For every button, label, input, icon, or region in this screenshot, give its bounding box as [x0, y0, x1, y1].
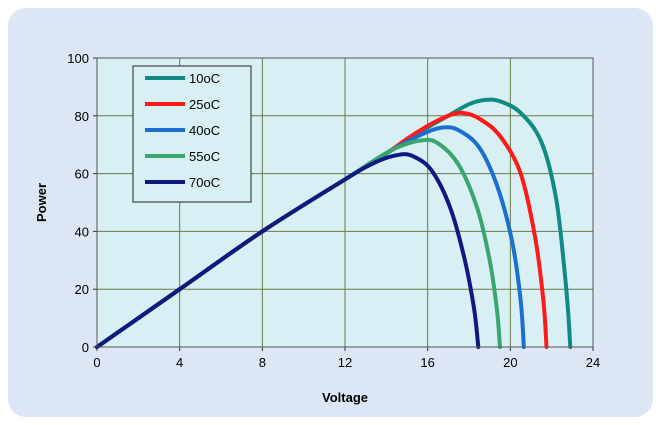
x-tick-label: 16: [420, 355, 434, 370]
x-tick-label: 20: [503, 355, 517, 370]
y-axis-title: Power: [34, 183, 49, 222]
x-tick-label: 4: [176, 355, 183, 370]
y-tick-label: 100: [67, 51, 89, 66]
y-tick-label: 20: [75, 282, 89, 297]
series-line-70oC: [95, 152, 481, 349]
plot-border: [96, 57, 594, 348]
y-tick-label: 60: [75, 167, 89, 182]
legend-label: 40oC: [189, 123, 220, 138]
x-axis-title: Voltage: [322, 390, 368, 405]
y-tick-label: 0: [82, 340, 89, 355]
x-tick-label: 12: [338, 355, 352, 370]
y-tick-label: 80: [75, 109, 89, 124]
legend-label: 10oC: [189, 71, 220, 86]
series-lines: [95, 97, 573, 349]
x-tick-label: 24: [586, 355, 600, 370]
legend-label: 70oC: [189, 175, 220, 190]
tick-labels: 0 4 8 12 16 20 24 0 20 40 60 80 100: [67, 51, 600, 370]
legend-box: [132, 65, 252, 203]
x-tick-label: 8: [259, 355, 266, 370]
legend-label: 55oC: [189, 149, 220, 164]
legend: 10oC 25oC 40oC 55oC 70oC: [132, 65, 252, 203]
legend-label: 25oC: [189, 97, 220, 112]
x-tick-label: 0: [93, 355, 100, 370]
y-tick-label: 40: [75, 224, 89, 239]
